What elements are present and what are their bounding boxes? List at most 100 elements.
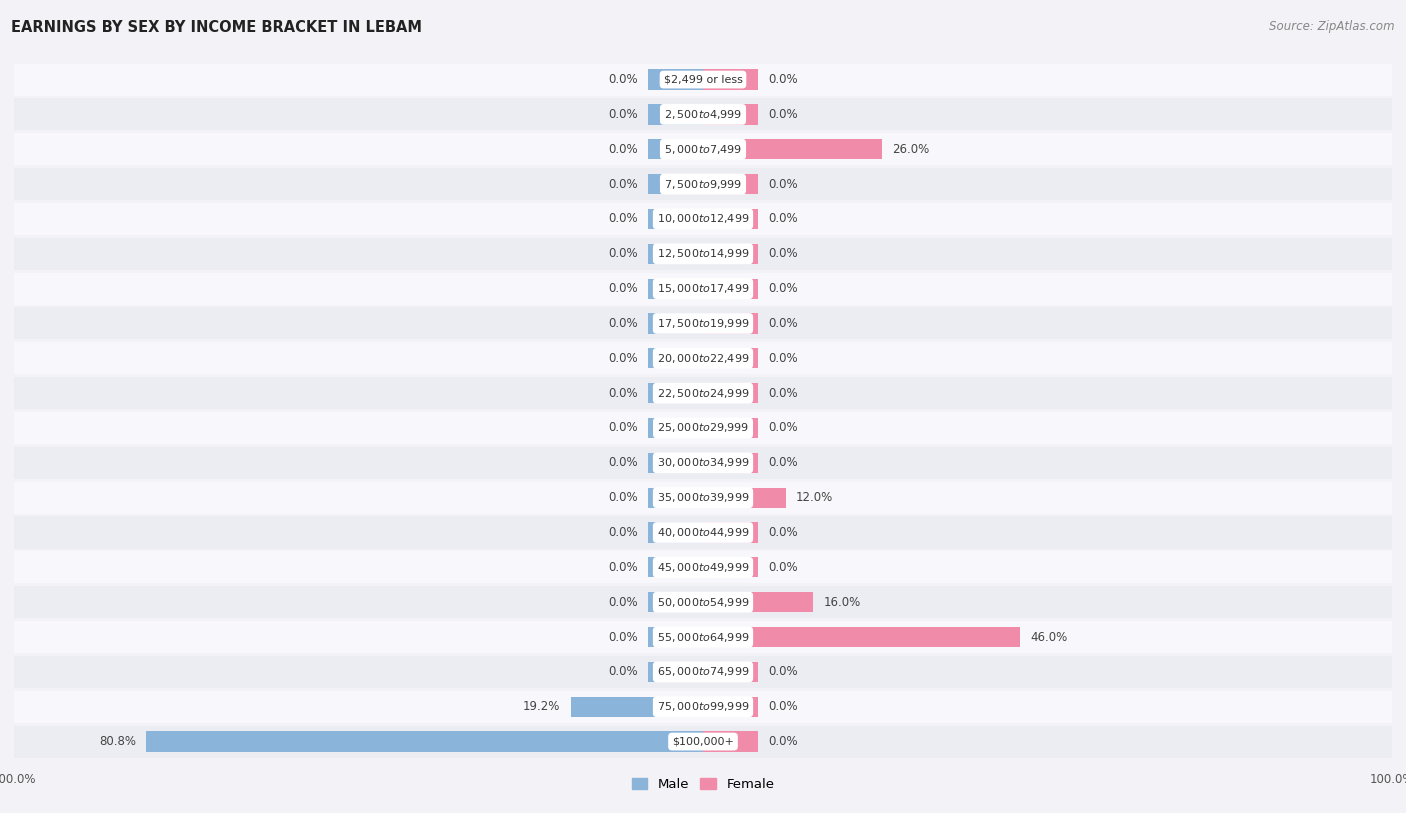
Bar xyxy=(703,732,758,752)
Text: $75,000 to $99,999: $75,000 to $99,999 xyxy=(657,700,749,713)
Bar xyxy=(648,662,703,682)
Bar xyxy=(703,418,758,438)
Text: $12,500 to $14,999: $12,500 to $14,999 xyxy=(657,247,749,260)
Text: 0.0%: 0.0% xyxy=(607,665,637,678)
Bar xyxy=(648,313,703,333)
Bar xyxy=(14,307,1392,340)
Bar xyxy=(648,592,703,612)
Bar xyxy=(648,174,703,194)
Text: 0.0%: 0.0% xyxy=(769,561,799,574)
Text: 0.0%: 0.0% xyxy=(769,282,799,295)
Bar xyxy=(14,377,1392,409)
Bar xyxy=(648,348,703,368)
Bar xyxy=(703,523,758,542)
Text: $55,000 to $64,999: $55,000 to $64,999 xyxy=(657,631,749,644)
Bar xyxy=(648,244,703,264)
Bar xyxy=(648,418,703,438)
Bar xyxy=(703,697,758,717)
Text: $20,000 to $22,499: $20,000 to $22,499 xyxy=(657,352,749,365)
Bar xyxy=(648,279,703,298)
Bar xyxy=(14,725,1392,758)
Bar xyxy=(648,104,703,124)
Text: 0.0%: 0.0% xyxy=(607,177,637,190)
Bar xyxy=(703,209,758,229)
Bar xyxy=(648,557,703,577)
Bar xyxy=(703,348,758,368)
Text: 0.0%: 0.0% xyxy=(769,352,799,365)
Bar xyxy=(703,279,758,298)
Bar xyxy=(648,627,703,647)
Text: 0.0%: 0.0% xyxy=(607,491,637,504)
Bar xyxy=(14,656,1392,688)
Text: 0.0%: 0.0% xyxy=(769,526,799,539)
Text: $2,499 or less: $2,499 or less xyxy=(664,75,742,85)
Text: $5,000 to $7,499: $5,000 to $7,499 xyxy=(664,143,742,156)
Text: 80.8%: 80.8% xyxy=(98,735,136,748)
Bar xyxy=(703,174,758,194)
Bar xyxy=(648,488,703,508)
Text: $35,000 to $39,999: $35,000 to $39,999 xyxy=(657,491,749,504)
Text: 0.0%: 0.0% xyxy=(769,421,799,434)
Bar xyxy=(648,69,703,89)
Text: 0.0%: 0.0% xyxy=(769,212,799,225)
Bar xyxy=(14,133,1392,165)
Text: 0.0%: 0.0% xyxy=(769,700,799,713)
Bar xyxy=(703,453,758,473)
Bar xyxy=(703,244,758,264)
Bar xyxy=(648,209,703,229)
Bar xyxy=(703,104,758,124)
Text: Source: ZipAtlas.com: Source: ZipAtlas.com xyxy=(1270,20,1395,33)
Bar xyxy=(146,732,703,752)
Text: 12.0%: 12.0% xyxy=(796,491,834,504)
Text: EARNINGS BY SEX BY INCOME BRACKET IN LEBAM: EARNINGS BY SEX BY INCOME BRACKET IN LEB… xyxy=(11,20,422,35)
Text: 0.0%: 0.0% xyxy=(769,665,799,678)
Bar xyxy=(703,488,786,508)
Text: 0.0%: 0.0% xyxy=(607,108,637,121)
Text: $45,000 to $49,999: $45,000 to $49,999 xyxy=(657,561,749,574)
Bar xyxy=(571,697,703,717)
Bar xyxy=(648,453,703,473)
Text: 0.0%: 0.0% xyxy=(607,247,637,260)
Bar xyxy=(703,627,1019,647)
Text: 0.0%: 0.0% xyxy=(769,317,799,330)
Text: $40,000 to $44,999: $40,000 to $44,999 xyxy=(657,526,749,539)
Bar xyxy=(703,383,758,403)
Bar xyxy=(703,662,758,682)
Bar xyxy=(14,551,1392,584)
Text: 0.0%: 0.0% xyxy=(769,387,799,400)
Text: 19.2%: 19.2% xyxy=(523,700,561,713)
Text: 0.0%: 0.0% xyxy=(769,735,799,748)
Text: 0.0%: 0.0% xyxy=(607,561,637,574)
Bar xyxy=(14,516,1392,549)
Text: 0.0%: 0.0% xyxy=(607,282,637,295)
Text: 0.0%: 0.0% xyxy=(607,317,637,330)
Bar xyxy=(703,592,813,612)
Text: $25,000 to $29,999: $25,000 to $29,999 xyxy=(657,421,749,434)
Text: $100,000+: $100,000+ xyxy=(672,737,734,746)
Text: $17,500 to $19,999: $17,500 to $19,999 xyxy=(657,317,749,330)
Text: 0.0%: 0.0% xyxy=(607,212,637,225)
Bar xyxy=(648,383,703,403)
Text: 0.0%: 0.0% xyxy=(607,596,637,609)
Text: 16.0%: 16.0% xyxy=(824,596,860,609)
Text: 0.0%: 0.0% xyxy=(607,387,637,400)
Text: $65,000 to $74,999: $65,000 to $74,999 xyxy=(657,665,749,678)
Text: $50,000 to $54,999: $50,000 to $54,999 xyxy=(657,596,749,609)
Text: 46.0%: 46.0% xyxy=(1031,631,1067,644)
Text: $10,000 to $12,499: $10,000 to $12,499 xyxy=(657,212,749,225)
Bar xyxy=(14,237,1392,270)
Legend: Male, Female: Male, Female xyxy=(626,773,780,797)
Bar xyxy=(14,342,1392,374)
Text: $30,000 to $34,999: $30,000 to $34,999 xyxy=(657,456,749,469)
Bar xyxy=(14,621,1392,653)
Text: 0.0%: 0.0% xyxy=(769,73,799,86)
Text: $7,500 to $9,999: $7,500 to $9,999 xyxy=(664,177,742,190)
Text: $22,500 to $24,999: $22,500 to $24,999 xyxy=(657,387,749,400)
Bar xyxy=(703,557,758,577)
Bar xyxy=(14,481,1392,514)
Text: 0.0%: 0.0% xyxy=(607,526,637,539)
Text: 26.0%: 26.0% xyxy=(893,143,929,156)
Text: 0.0%: 0.0% xyxy=(607,631,637,644)
Bar xyxy=(703,313,758,333)
Bar xyxy=(14,586,1392,618)
